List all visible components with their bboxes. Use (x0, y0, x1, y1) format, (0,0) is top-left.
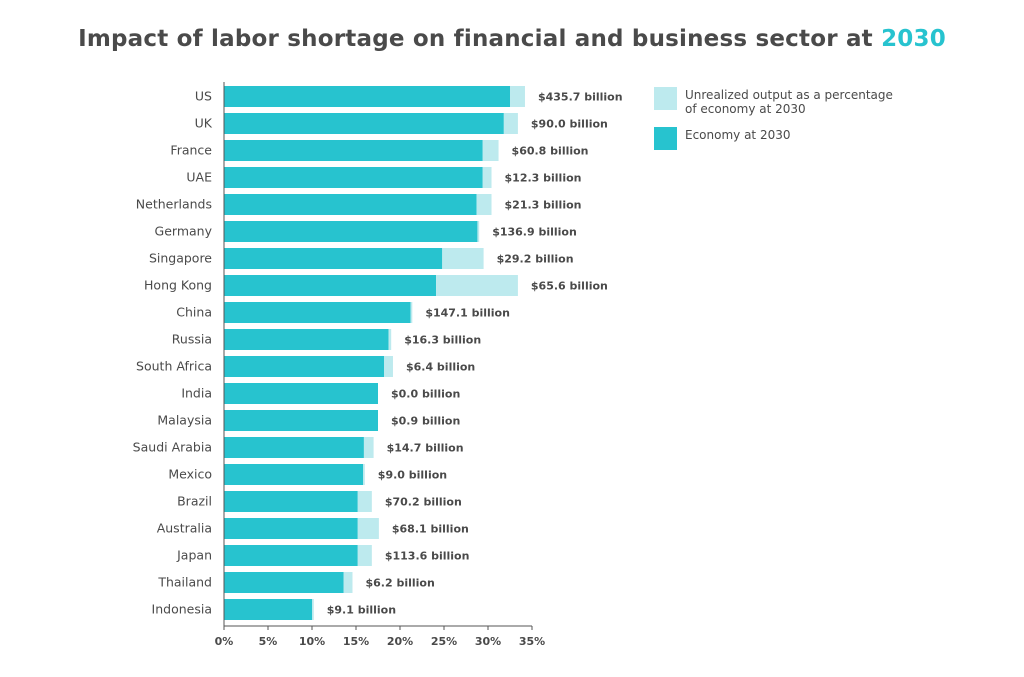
bar-unrealized (384, 356, 393, 377)
category-label: South Africa (136, 359, 212, 374)
bar-economy (224, 86, 510, 107)
data-label: $14.7 billion (387, 442, 464, 455)
category-label: US (195, 89, 212, 104)
bar-economy (224, 437, 364, 458)
data-label: $60.8 billion (512, 145, 589, 158)
x-tick-label: 5% (259, 635, 278, 648)
data-label: $70.2 billion (385, 496, 462, 509)
legend-label-unrealized: Unrealized output as a percentage of eco… (685, 88, 893, 116)
bar-unrealized (357, 518, 379, 539)
bar-unrealized (343, 572, 353, 593)
bar-unrealized (482, 167, 492, 188)
data-label: $65.6 billion (531, 280, 608, 293)
data-label: $0.0 billion (391, 388, 460, 401)
bar-economy (224, 329, 389, 350)
category-label: India (181, 386, 212, 401)
bar-unrealized (363, 437, 374, 458)
bar-economy (224, 302, 411, 323)
bar-unrealized (357, 545, 372, 566)
bar-economy (224, 167, 483, 188)
category-label: Singapore (149, 251, 212, 266)
chart-title-year: 2030 (881, 26, 946, 52)
category-label: Brazil (177, 494, 212, 509)
bar-unrealized (312, 599, 314, 620)
bar-economy (224, 464, 364, 485)
data-label: $21.3 billion (505, 199, 582, 212)
data-label: $0.9 billion (391, 415, 460, 428)
data-label: $435.7 billion (538, 91, 623, 104)
data-label: $6.2 billion (365, 577, 434, 590)
data-label: $68.1 billion (392, 523, 469, 536)
chart-title-main: Impact of labor shortage on financial an… (78, 26, 873, 52)
bar-unrealized (436, 275, 518, 296)
category-label: UK (195, 116, 213, 131)
x-tick-label: 20% (387, 635, 413, 648)
x-tick-label: 25% (431, 635, 457, 648)
data-label: $9.0 billion (378, 469, 447, 482)
bar-economy (224, 572, 344, 593)
data-label: $29.2 billion (497, 253, 574, 266)
bar-unrealized (442, 248, 484, 269)
x-tick-label: 0% (215, 635, 234, 648)
bar-unrealized (388, 329, 392, 350)
bar-economy (224, 491, 358, 512)
bar-unrealized (476, 194, 492, 215)
category-label: Hong Kong (144, 278, 212, 293)
bar-economy (224, 383, 378, 404)
bar-economy (224, 194, 477, 215)
data-label: $136.9 billion (492, 226, 577, 239)
x-tick-label: 30% (475, 635, 501, 648)
category-label: Japan (176, 548, 212, 563)
bar-economy (224, 356, 385, 377)
data-label: $147.1 billion (425, 307, 510, 320)
category-label: Germany (155, 224, 213, 239)
bar-unrealized (410, 302, 413, 323)
data-label: $9.1 billion (327, 604, 396, 617)
bar-unrealized (357, 491, 372, 512)
bar-unrealized (477, 221, 480, 242)
bar-unrealized (510, 86, 525, 107)
bar-unrealized (482, 140, 499, 161)
bar-economy (224, 248, 443, 269)
bar-economy (224, 140, 483, 161)
x-tick-label: 15% (343, 635, 369, 648)
category-label: Russia (172, 332, 212, 347)
category-label: Mexico (168, 467, 212, 482)
bar-unrealized (503, 113, 518, 134)
data-label: $90.0 billion (531, 118, 608, 131)
data-label: $6.4 billion (406, 361, 475, 374)
bar-economy (224, 113, 504, 134)
category-label: France (170, 143, 212, 158)
bar-economy (224, 599, 312, 620)
legend-swatch-economy (654, 127, 677, 150)
legend-label-economy: Economy at 2030 (685, 128, 791, 142)
legend-swatch-unrealized (654, 87, 677, 110)
x-tick-label: 35% (519, 635, 545, 648)
bar-unrealized (363, 464, 365, 485)
category-label: Australia (157, 521, 212, 536)
data-label: $16.3 billion (404, 334, 481, 347)
x-tick-label: 10% (299, 635, 325, 648)
category-label: Netherlands (136, 197, 212, 212)
bar-economy (224, 410, 378, 431)
bar-economy (224, 275, 437, 296)
category-label: Thailand (157, 575, 212, 590)
category-label: Malaysia (157, 413, 212, 428)
category-label: Saudi Arabia (133, 440, 212, 455)
bar-economy (224, 545, 358, 566)
category-label: China (176, 305, 212, 320)
chart-title: Impact of labor shortage on financial an… (0, 26, 1024, 52)
bar-economy (224, 221, 478, 242)
data-label: $12.3 billion (505, 172, 582, 185)
category-label: Indonesia (152, 602, 212, 617)
bar-economy (224, 518, 358, 539)
data-label: $113.6 billion (385, 550, 470, 563)
category-label: UAE (186, 170, 212, 185)
